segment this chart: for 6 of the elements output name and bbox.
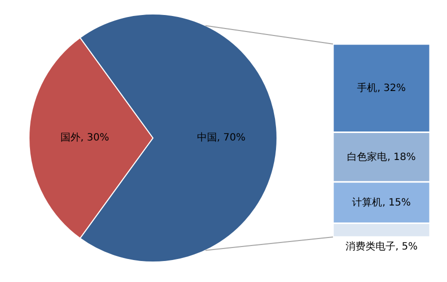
data-label: 计算机, 15% xyxy=(352,196,411,208)
data-label: 手机, 32% xyxy=(357,82,406,94)
slice-label: 中国, 70% xyxy=(196,132,246,144)
data-label: 消费类电子, 5% xyxy=(345,240,418,253)
data-label: 白色家电, 18% xyxy=(347,150,416,163)
slice-label: 国外, 30% xyxy=(60,132,110,144)
